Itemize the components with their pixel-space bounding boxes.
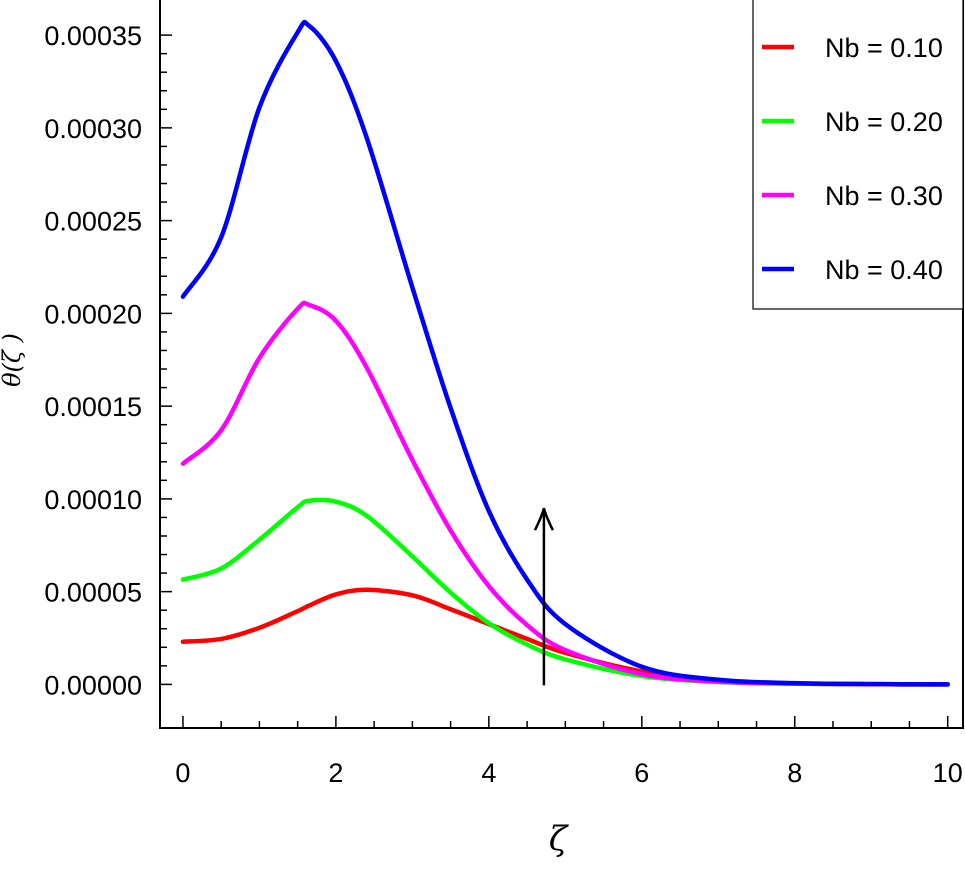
y-tick-label: 0.00035 — [44, 21, 142, 51]
x-tick-label: 0 — [175, 758, 190, 788]
x-tick-label: 8 — [787, 758, 802, 788]
plot-frame — [159, 0, 964, 729]
y-axis-ticks: 0.00000 0.00005 0.00010 0.00015 0.00020 0.000… — [44, 21, 172, 700]
y-tick-label: 0.00020 — [44, 299, 142, 329]
legend-label-2: Nb = 0.20 — [825, 107, 943, 137]
y-tick-label: 0.00010 — [44, 485, 142, 515]
y-axis-label: θ(ζ ) — [0, 333, 26, 387]
x-tick-label: 2 — [328, 758, 343, 788]
legend-label-3: Nb = 0.30 — [825, 181, 943, 211]
series-lines — [180, 19, 950, 687]
y-tick-label: 0.00030 — [44, 114, 142, 144]
y-tick-label: 0.00000 — [44, 670, 142, 700]
series-line-1 — [180, 587, 950, 687]
y-tick-label: 0.00025 — [44, 207, 142, 237]
annotations — [533, 507, 555, 686]
x-axis-label: ζ — [549, 819, 570, 859]
x-tick-label: 10 — [933, 758, 963, 788]
legend-label-1: Nb = 0.10 — [825, 33, 943, 63]
x-tick-label: 6 — [634, 758, 649, 788]
series-line-3 — [180, 300, 950, 687]
legend-box — [752, 0, 964, 310]
x-axis-ticks: 0 2 4 6 8 10 — [175, 716, 963, 788]
x-tick-label: 4 — [481, 758, 496, 788]
increase-arrow-head — [533, 507, 555, 531]
series-line-4 — [180, 19, 950, 687]
y-tick-label: 0.00005 — [44, 578, 142, 608]
legend-label-4: Nb = 0.40 — [825, 255, 943, 285]
legend: Nb = 0.10 Nb = 0.20 Nb = 0.30 Nb = 0.40 — [752, 0, 964, 310]
series-line-2 — [180, 497, 950, 687]
y-tick-label: 0.00015 — [44, 392, 142, 422]
